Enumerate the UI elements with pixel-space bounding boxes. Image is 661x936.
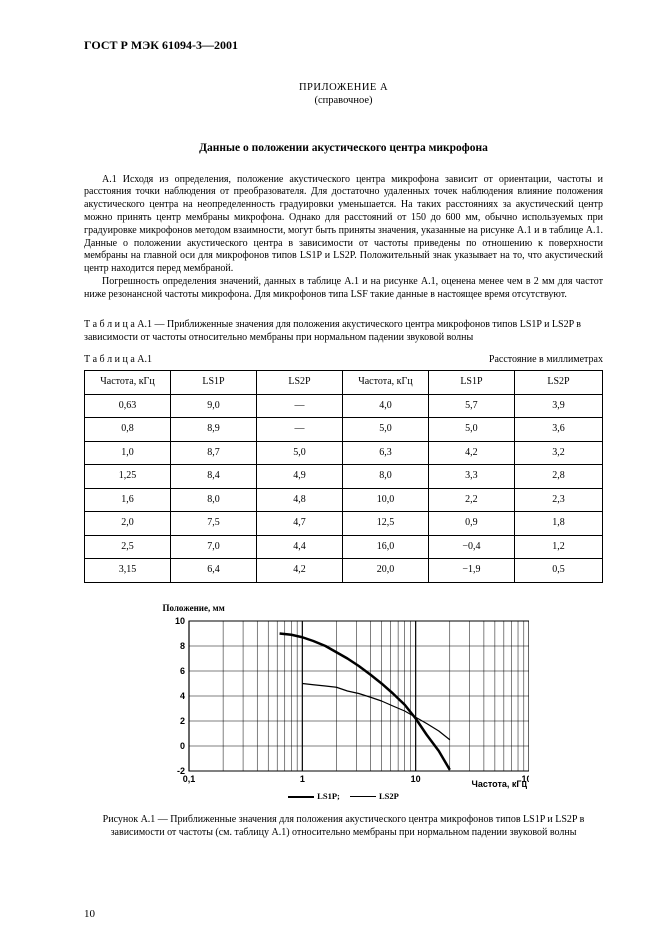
table-cell: 2,3 <box>514 488 602 512</box>
figure-a1-chart: -202468100,1110100Частота, кГц <box>159 614 529 789</box>
svg-text:Частота, кГц: Частота, кГц <box>471 779 527 789</box>
figure-caption: Рисунок А.1 — Приближенные значения для … <box>102 813 585 839</box>
chart-wrap: Положение, мм -202468100,1110100Частота,… <box>159 603 529 802</box>
table-header-cell: LS2P <box>256 371 342 395</box>
table-cell: — <box>256 418 342 442</box>
table-cell: 12,5 <box>342 512 428 536</box>
table-cell: 4,8 <box>256 488 342 512</box>
table-cell: 4,2 <box>256 559 342 583</box>
svg-text:0,1: 0,1 <box>182 774 195 784</box>
table-cell: 3,2 <box>514 441 602 465</box>
table-cell: 3,15 <box>85 559 171 583</box>
table-cell: 16,0 <box>342 535 428 559</box>
legend-line-ls1p <box>288 796 314 798</box>
table-row: 1,08,75,06,34,23,2 <box>85 441 603 465</box>
table-cell: 8,9 <box>170 418 256 442</box>
table-cell: 0,63 <box>85 394 171 418</box>
table-row: 2,57,04,416,0−0,41,2 <box>85 535 603 559</box>
table-a1: Частота, кГцLS1PLS2PЧастота, кГцLS1PLS2P… <box>84 370 603 583</box>
table-cell: 0,5 <box>514 559 602 583</box>
table-cell: 4,4 <box>256 535 342 559</box>
appendix-subtitle: (справочное) <box>84 94 603 107</box>
table-cell: 8,0 <box>342 465 428 489</box>
table-cell: −0,4 <box>428 535 514 559</box>
legend-label-ls2p: LS2P <box>379 791 399 801</box>
table-cell: 2,2 <box>428 488 514 512</box>
table-cell: 2,0 <box>85 512 171 536</box>
page-number: 10 <box>84 908 95 922</box>
svg-text:2: 2 <box>179 716 184 726</box>
svg-text:1: 1 <box>299 774 304 784</box>
table-cell: 5,0 <box>256 441 342 465</box>
table-cell: 1,25 <box>85 465 171 489</box>
table-header-cell: LS2P <box>514 371 602 395</box>
table-cell: 20,0 <box>342 559 428 583</box>
table-cell: 7,5 <box>170 512 256 536</box>
table-cell: 5,0 <box>428 418 514 442</box>
table-cell: 10,0 <box>342 488 428 512</box>
table-cell: 4,7 <box>256 512 342 536</box>
paragraph-a1b: Погрешность определения значений, данных… <box>84 276 603 302</box>
legend-label-ls1p: LS1P; <box>317 791 340 801</box>
table-row: 3,156,44,220,0−1,90,5 <box>85 559 603 583</box>
table-row: 1,68,04,810,02,22,3 <box>85 488 603 512</box>
table-cell: 8,7 <box>170 441 256 465</box>
table-cell: 0,9 <box>428 512 514 536</box>
table-cell: 1,6 <box>85 488 171 512</box>
table-cell: 4,2 <box>428 441 514 465</box>
svg-text:10: 10 <box>410 774 420 784</box>
table-cell: 9,0 <box>170 394 256 418</box>
svg-text:0: 0 <box>179 741 184 751</box>
table-cell: 3,6 <box>514 418 602 442</box>
svg-text:4: 4 <box>179 691 184 701</box>
section-title: Данные о положении акустического центра … <box>84 141 603 155</box>
chart-legend: LS1P; LS2P <box>159 791 529 802</box>
table-cell: 2,8 <box>514 465 602 489</box>
table-cell: 1,2 <box>514 535 602 559</box>
table-row: 1,258,44,98,03,32,8 <box>85 465 603 489</box>
table-cell: 1,0 <box>85 441 171 465</box>
table-cell: 5,7 <box>428 394 514 418</box>
table-caption: Т а б л и ц а А.1 — Приближенные значени… <box>84 318 603 344</box>
table-cell: 8,0 <box>170 488 256 512</box>
table-cell: 7,0 <box>170 535 256 559</box>
table-header-cell: Частота, кГц <box>85 371 171 395</box>
table-row: 0,639,0—4,05,73,9 <box>85 394 603 418</box>
table-header-cell: LS1P <box>170 371 256 395</box>
page: ГОСТ Р МЭК 61094-3—2001 ПРИЛОЖЕНИЕ А (сп… <box>0 0 661 936</box>
paragraph-a1: А.1 Исходя из определения, положение аку… <box>84 174 603 276</box>
legend-line-ls2p <box>350 796 376 797</box>
table-cell: 4,0 <box>342 394 428 418</box>
table-label-row: Т а б л и ц а А.1 Расстояние в миллиметр… <box>84 354 603 367</box>
svg-text:8: 8 <box>179 641 184 651</box>
table-label-left: Т а б л и ц а А.1 <box>84 354 152 367</box>
table-cell: 6,3 <box>342 441 428 465</box>
table-cell: 2,5 <box>85 535 171 559</box>
document-id: ГОСТ Р МЭК 61094-3—2001 <box>84 38 603 53</box>
chart-y-axis-label: Положение, мм <box>163 603 529 614</box>
table-cell: 3,3 <box>428 465 514 489</box>
table-header-cell: Частота, кГц <box>342 371 428 395</box>
table-row: 2,07,54,712,50,91,8 <box>85 512 603 536</box>
table-cell: 3,9 <box>514 394 602 418</box>
svg-text:6: 6 <box>179 666 184 676</box>
table-cell: 4,9 <box>256 465 342 489</box>
table-cell: 1,8 <box>514 512 602 536</box>
table-cell: 5,0 <box>342 418 428 442</box>
table-cell: −1,9 <box>428 559 514 583</box>
table-label-right: Расстояние в миллиметрах <box>489 354 603 367</box>
svg-text:10: 10 <box>174 616 184 626</box>
appendix-title: ПРИЛОЖЕНИЕ А <box>84 81 603 94</box>
table-cell: 0,8 <box>85 418 171 442</box>
table-cell: — <box>256 394 342 418</box>
table-cell: 8,4 <box>170 465 256 489</box>
table-cell: 6,4 <box>170 559 256 583</box>
table-header-cell: LS1P <box>428 371 514 395</box>
table-row: 0,88,9—5,05,03,6 <box>85 418 603 442</box>
